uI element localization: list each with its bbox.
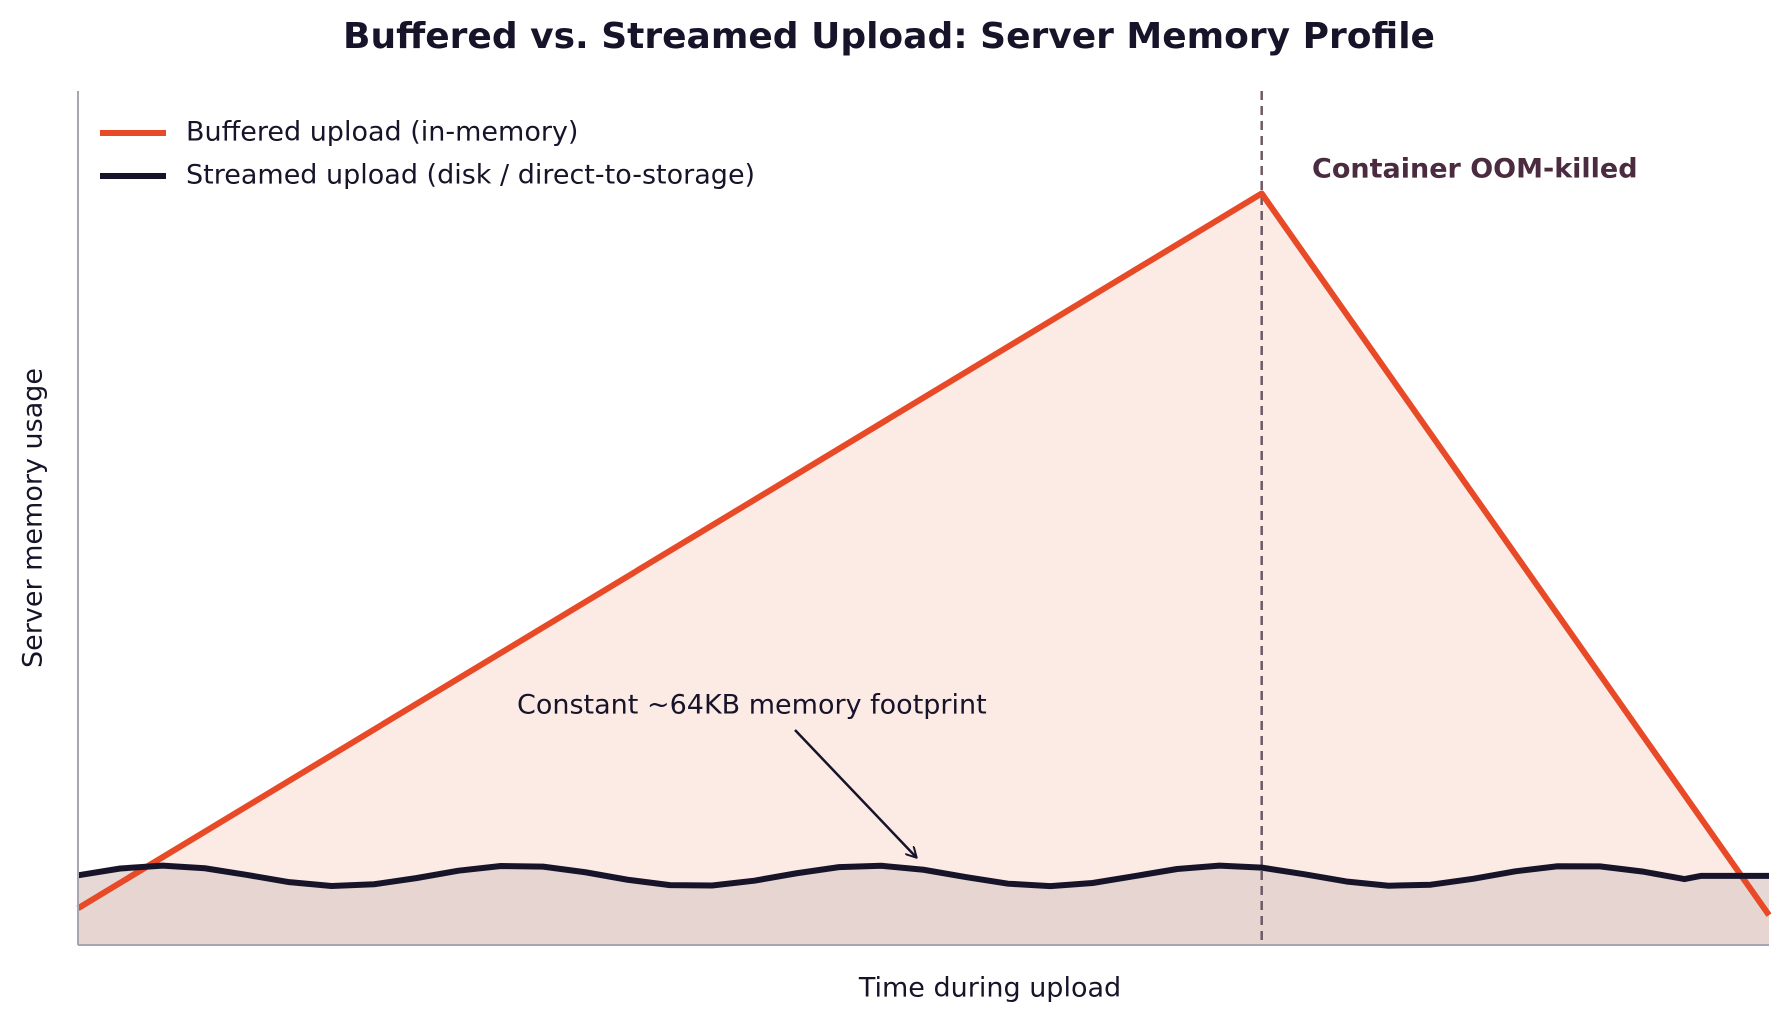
series-line xyxy=(76,190,1772,917)
area-fill xyxy=(78,193,1769,946)
series-line xyxy=(77,862,1769,890)
x-axis-label: Time during upload xyxy=(858,973,1121,1004)
legend-label: Buffered upload (in-memory) xyxy=(186,117,578,148)
y-axis-label: Server memory usage xyxy=(18,368,49,668)
area-fill xyxy=(78,865,1769,945)
chart-title: Buffered vs. Streamed Upload: Server Mem… xyxy=(343,16,1435,57)
legend: Buffered upload (in-memory) Streamed uplo… xyxy=(100,117,755,191)
plot-area xyxy=(76,91,1772,946)
annotation: Container OOM-killed xyxy=(1312,154,1638,185)
annotation: Constant ~64KB memory footprint xyxy=(517,690,987,721)
legend-label: Streamed upload (disk / direct-to-storag… xyxy=(186,160,755,191)
annotation-arrow xyxy=(794,729,916,857)
